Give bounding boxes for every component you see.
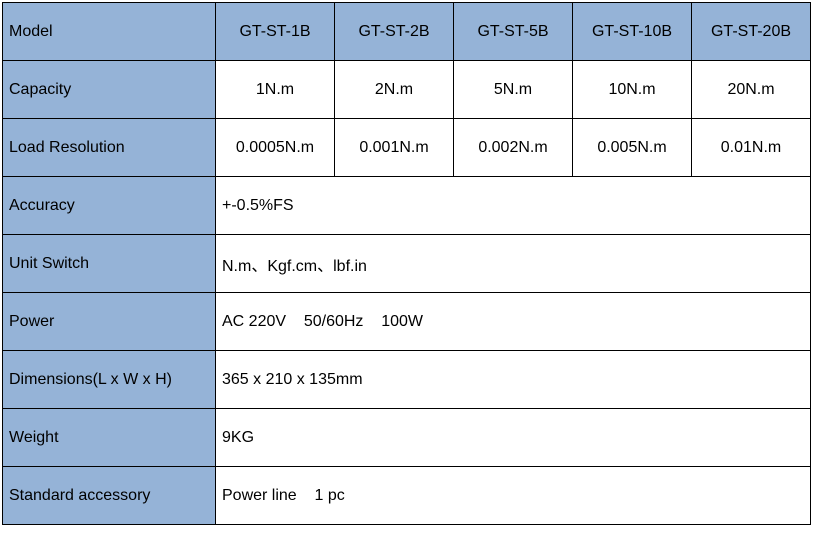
span-cell: 9KG [216,409,811,467]
row-label: Accuracy [3,177,216,235]
data-cell: 0.005N.m [573,119,692,177]
data-cell: 0.002N.m [454,119,573,177]
row-label: Standard accessory [3,467,216,525]
data-cell: 5N.m [454,61,573,119]
col-header: GT-ST-10B [573,3,692,61]
col-header: GT-ST-20B [692,3,811,61]
col-header: GT-ST-2B [335,3,454,61]
col-header: GT-ST-5B [454,3,573,61]
span-cell: Power line 1 pc [216,467,811,525]
col-header-label: Model [3,3,216,61]
table-row: Dimensions(L x W x H)365 x 210 x 135mm [3,351,811,409]
row-label: Dimensions(L x W x H) [3,351,216,409]
row-label: Power [3,293,216,351]
table-row: Standard accessoryPower line 1 pc [3,467,811,525]
row-label: Unit Switch [3,235,216,293]
spec-table-body: ModelGT-ST-1BGT-ST-2BGT-ST-5BGT-ST-10BGT… [3,3,811,525]
table-row: PowerAC 220V 50/60Hz 100W [3,293,811,351]
span-cell: N.m、Kgf.cm、lbf.in [216,235,811,293]
data-cell: 20N.m [692,61,811,119]
span-cell: +-0.5%FS [216,177,811,235]
span-cell: AC 220V 50/60Hz 100W [216,293,811,351]
data-cell: 0.001N.m [335,119,454,177]
table-row: Capacity1N.m2N.m5N.m10N.m20N.m [3,61,811,119]
data-cell: 0.0005N.m [216,119,335,177]
data-cell: 10N.m [573,61,692,119]
table-row: Unit SwitchN.m、Kgf.cm、lbf.in [3,235,811,293]
span-cell: 365 x 210 x 135mm [216,351,811,409]
header-row: ModelGT-ST-1BGT-ST-2BGT-ST-5BGT-ST-10BGT… [3,3,811,61]
row-label: Load Resolution [3,119,216,177]
col-header: GT-ST-1B [216,3,335,61]
data-cell: 1N.m [216,61,335,119]
data-cell: 2N.m [335,61,454,119]
row-label: Capacity [3,61,216,119]
table-row: Weight9KG [3,409,811,467]
spec-table: ModelGT-ST-1BGT-ST-2BGT-ST-5BGT-ST-10BGT… [2,2,811,525]
data-cell: 0.01N.m [692,119,811,177]
table-row: Accuracy+-0.5%FS [3,177,811,235]
table-row: Load Resolution0.0005N.m0.001N.m0.002N.m… [3,119,811,177]
row-label: Weight [3,409,216,467]
